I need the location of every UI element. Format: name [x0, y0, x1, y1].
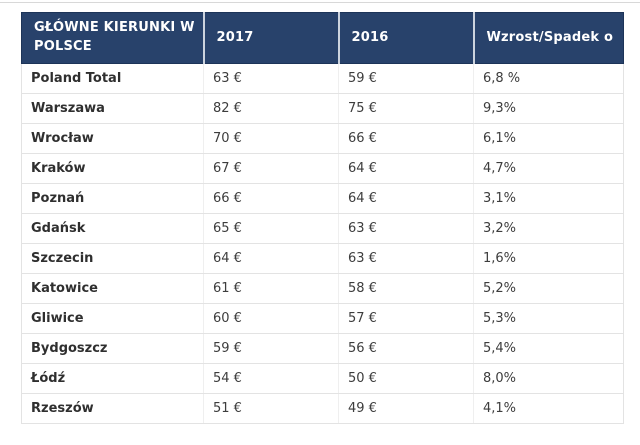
top-divider-rule [0, 2, 640, 3]
city-cell: Łódź [21, 363, 204, 394]
change-value-cell: 5,3% [473, 303, 624, 334]
city-cell: Warszawa [21, 93, 204, 124]
city-cell: Gliwice [21, 303, 204, 334]
city-cell: Bydgoszcz [21, 333, 204, 364]
city-cell: Katowice [21, 273, 204, 304]
change-value-cell: 5,2% [473, 273, 624, 304]
table-row: Szczecin 64 €63 €1,6% [21, 243, 624, 274]
y2017-value-cell: 54 € [203, 363, 339, 394]
column-header-y2017: 2017 [203, 12, 340, 64]
change-value-cell: 4,7% [473, 153, 624, 184]
table-row: Katowice 61 €58 €5,2% [21, 273, 624, 304]
y2017-value-cell: 61 € [203, 273, 339, 304]
change-value-cell: 5,4% [473, 333, 624, 364]
y2016-value-cell: 56 € [338, 333, 474, 364]
y2016-value-cell: 59 € [338, 63, 474, 94]
table-row: Łódź 54 €50 €8,0% [21, 363, 624, 394]
change-value-cell: 3,1% [473, 183, 624, 214]
y2017-value-cell: 63 € [203, 63, 339, 94]
y2016-value-cell: 63 € [338, 213, 474, 244]
table-header-row: GŁÓWNE KIERUNKI W POLSCE 2017 2016 Wzrost/S… [21, 12, 624, 64]
change-value-cell: 3,2% [473, 213, 624, 244]
change-value-cell: 6,8 % [473, 63, 624, 94]
table-row: Wrocław 70 €66 €6,1% [21, 123, 624, 154]
y2017-value-cell: 64 € [203, 243, 339, 274]
hotel-price-table: GŁÓWNE KIERUNKI W POLSCE 2017 2016 Wzrost/S… [21, 12, 624, 424]
change-value-cell: 6,1% [473, 123, 624, 154]
change-value-cell: 9,3% [473, 93, 624, 124]
column-header-city: GŁÓWNE KIERUNKI W POLSCE [21, 12, 205, 64]
table-row: Bydgoszcz 59 €56 €5,4% [21, 333, 624, 364]
y2016-value-cell: 58 € [338, 273, 474, 304]
table-row: Gliwice 60 €57 €5,3% [21, 303, 624, 334]
y2016-value-cell: 75 € [338, 93, 474, 124]
city-cell: Wrocław [21, 123, 204, 154]
city-cell: Kraków [21, 153, 204, 184]
city-cell: Gdańsk [21, 213, 204, 244]
y2016-value-cell: 64 € [338, 183, 474, 214]
change-value-cell: 8,0% [473, 363, 624, 394]
y2016-value-cell: 49 € [338, 393, 474, 424]
city-cell: Szczecin [21, 243, 204, 274]
table-row: Kraków 67 €64 €4,7% [21, 153, 624, 184]
change-value-cell: 1,6% [473, 243, 624, 274]
column-header-change: Wzrost/Spadek o [473, 12, 624, 64]
table-row: Poznań 66 €64 €3,1% [21, 183, 624, 214]
change-value-cell: 4,1% [473, 393, 624, 424]
column-header-y2016: 2016 [338, 12, 475, 64]
y2017-value-cell: 51 € [203, 393, 339, 424]
y2016-value-cell: 57 € [338, 303, 474, 334]
y2017-value-cell: 65 € [203, 213, 339, 244]
y2017-value-cell: 67 € [203, 153, 339, 184]
city-cell: Poznań [21, 183, 204, 214]
y2016-value-cell: 50 € [338, 363, 474, 394]
table-row: Gdańsk 65 €63 €3,2% [21, 213, 624, 244]
y2017-value-cell: 60 € [203, 303, 339, 334]
y2017-value-cell: 82 € [203, 93, 339, 124]
table-row: Warszawa 82 €75 €9,3% [21, 93, 624, 124]
city-cell: Poland Total [21, 63, 204, 94]
table-row: Rzeszów 51 €49 €4,1% [21, 393, 624, 424]
y2017-value-cell: 70 € [203, 123, 339, 154]
y2017-value-cell: 59 € [203, 333, 339, 364]
y2016-value-cell: 66 € [338, 123, 474, 154]
y2016-value-cell: 63 € [338, 243, 474, 274]
table-row: Poland Total 63 €59 €6,8 % [21, 63, 624, 94]
y2016-value-cell: 64 € [338, 153, 474, 184]
city-cell: Rzeszów [21, 393, 204, 424]
table-body: Poland Total 63 €59 €6,8 % Warszawa 82 €75 … [21, 63, 624, 424]
y2017-value-cell: 66 € [203, 183, 339, 214]
